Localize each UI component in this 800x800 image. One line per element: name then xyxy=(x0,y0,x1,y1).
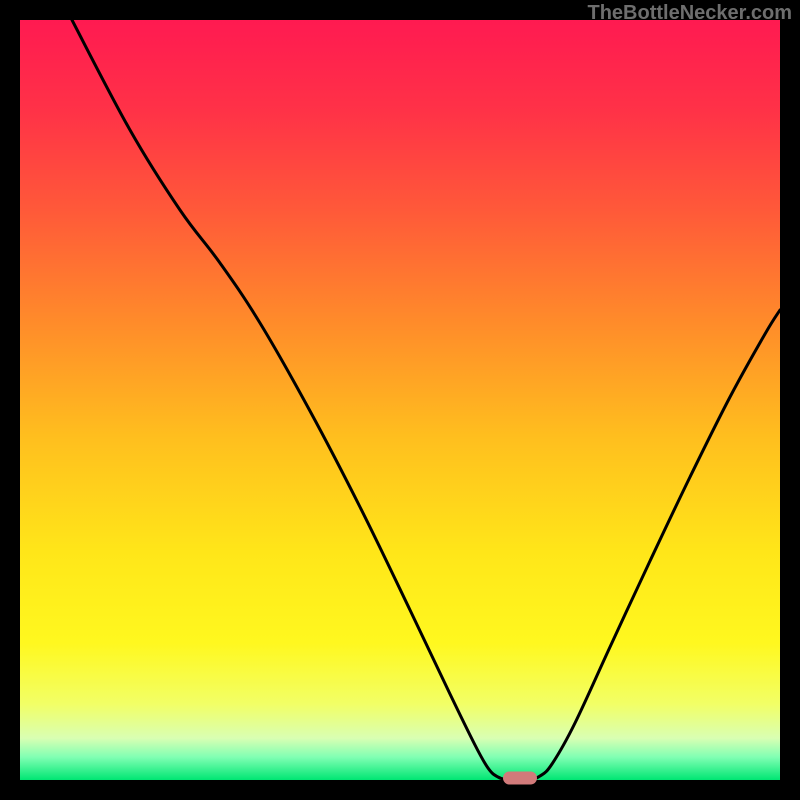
curve-overlay xyxy=(20,20,780,780)
bottleneck-chart: TheBottleNecker.com xyxy=(0,0,800,800)
optimal-point-marker xyxy=(503,772,537,785)
plot-area xyxy=(20,20,780,780)
bottleneck-curve xyxy=(72,20,780,780)
watermark-text: TheBottleNecker.com xyxy=(587,2,792,25)
